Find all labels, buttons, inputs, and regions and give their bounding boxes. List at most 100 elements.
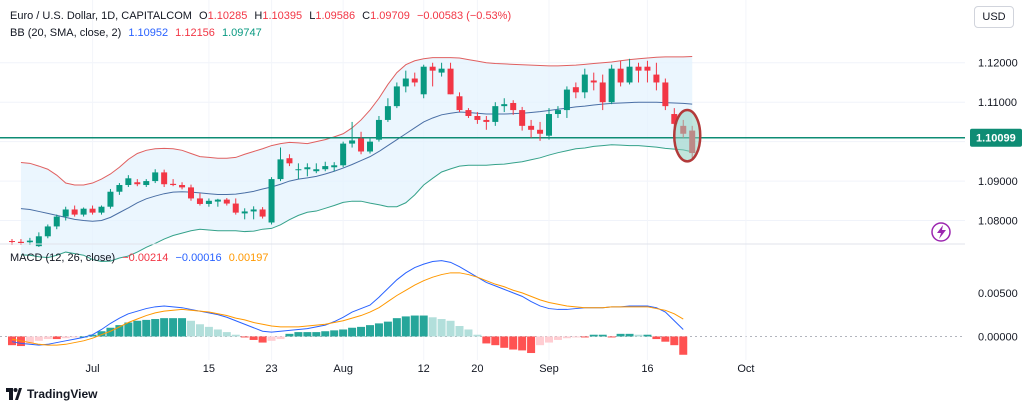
tradingview-logo[interactable]: TradingView (6, 387, 97, 401)
macd-histogram-bar (222, 332, 231, 337)
candle (501, 98, 508, 113)
highlight-ellipse (673, 108, 702, 163)
currency-button[interactable]: USD (974, 6, 1014, 28)
candle-body (599, 82, 606, 103)
macd-histogram-bar (204, 326, 213, 337)
candle (89, 205, 96, 215)
change-value: −0.00583 (−0.53%) (416, 10, 512, 22)
candle-body (626, 66, 633, 83)
candle (492, 102, 499, 126)
bb-lower-value: 1.09747 (221, 27, 262, 39)
candle (143, 179, 150, 187)
lightning-icon[interactable] (931, 222, 951, 242)
candle (375, 115, 382, 142)
candle (125, 175, 132, 187)
macd-histogram-bar (169, 318, 178, 337)
macd-histogram-bar (562, 336, 571, 339)
time-tick-label: Jul (86, 363, 100, 375)
macd-histogram-bar (34, 336, 43, 341)
candle (537, 121, 544, 141)
candle-body (331, 165, 338, 168)
macd-histogram-bar (321, 331, 330, 337)
macd-histogram-bar (330, 330, 339, 337)
candle (170, 179, 177, 187)
candle-body (465, 110, 472, 116)
brand-name: TradingView (27, 387, 98, 401)
macd-histogram-bar (410, 315, 419, 337)
bb-band-fill (20, 56, 693, 262)
price-tick-label: 1.12000 (978, 58, 1018, 70)
macd-signal-value: 0.00197 (228, 252, 269, 264)
time-tick-label: 16 (641, 363, 653, 375)
macd-label: MACD (12, 26, close) (10, 252, 116, 264)
macd-histogram-bar (553, 336, 562, 340)
candle (358, 131, 365, 155)
candle (393, 82, 400, 109)
time-tick-label: Oct (737, 363, 754, 375)
macd-histogram-bar (294, 332, 303, 337)
bb-upper-line (20, 55, 693, 186)
candle (268, 177, 275, 225)
candle (107, 188, 114, 209)
macd-histogram-bar (634, 334, 643, 337)
candle-body (393, 86, 400, 107)
candle-body (205, 200, 212, 204)
macd-histogram-bar (607, 336, 616, 338)
candle (53, 214, 60, 230)
candle (179, 182, 186, 190)
macd-histogram-bar (151, 319, 160, 337)
macd-histogram-bar (545, 336, 553, 343)
candle (340, 141, 347, 168)
candle (456, 92, 463, 113)
candle (295, 163, 302, 180)
candle (232, 198, 239, 215)
macd-histogram-bar (160, 318, 169, 337)
candle (519, 106, 526, 131)
candle (590, 72, 597, 91)
candle (411, 72, 418, 87)
macd-histogram-bar (419, 315, 428, 337)
candle-body (44, 226, 51, 237)
price-tick-label: 1.09000 (978, 176, 1018, 188)
macd-line-value: −0.00016 (175, 252, 222, 264)
candle (349, 121, 356, 148)
macd-histogram-bar (142, 319, 151, 337)
macd-histogram-bar (213, 329, 222, 337)
candle (331, 162, 338, 172)
candle-body (537, 129, 544, 134)
candle-body (474, 115, 481, 120)
macd-histogram-bar (518, 336, 527, 351)
macd-histogram-bar (652, 336, 661, 340)
macd-histogram-bar (8, 336, 16, 346)
candle-body (17, 241, 24, 243)
macd-histogram-bar (124, 322, 133, 337)
candle-body (572, 87, 579, 93)
time-tick-label: Aug (333, 363, 353, 375)
macd-histogram-bar (616, 333, 625, 337)
macd-histogram-bar (276, 336, 285, 340)
price-legend: Euro / U.S. Dollar, 1D, CAPITALCOM O1.10… (10, 10, 515, 22)
candle-body (313, 169, 320, 172)
macd-histogram-bar (303, 332, 312, 337)
candle (546, 108, 552, 140)
candle (196, 193, 203, 206)
macd-histogram-bar (43, 336, 52, 340)
candle-body (214, 199, 221, 202)
candle (205, 198, 212, 207)
candle-body (492, 106, 499, 122)
candle-body (581, 74, 588, 93)
macd-histogram-bar (339, 329, 348, 337)
candle-body (447, 68, 454, 95)
macd-histogram-bar (374, 323, 383, 337)
candle (304, 163, 311, 177)
candle (599, 74, 606, 111)
macd-histogram-bar (52, 336, 61, 340)
candle (563, 86, 570, 118)
macd-histogram-bar (258, 336, 267, 343)
candle-body (528, 125, 535, 130)
candle (313, 163, 320, 174)
candle-body (71, 209, 78, 215)
tradingview-icon (6, 388, 22, 400)
macd-histogram-bar (61, 336, 70, 339)
